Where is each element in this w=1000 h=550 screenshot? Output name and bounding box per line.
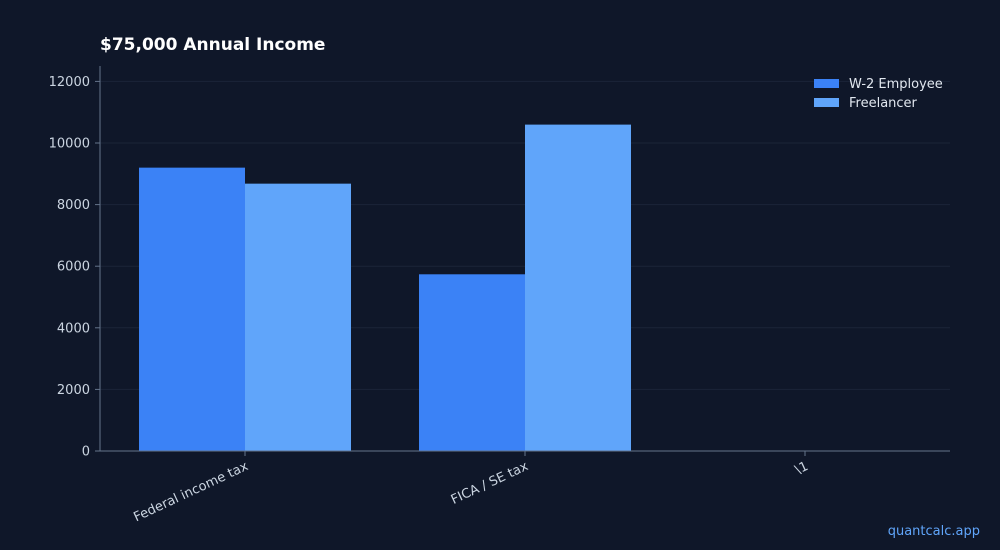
legend-swatch-w2-employee bbox=[814, 79, 839, 88]
bar-w-2-employee-1 bbox=[419, 274, 525, 451]
legend-swatch-freelancer bbox=[814, 98, 839, 107]
y-tick-label: 2000 bbox=[57, 383, 90, 398]
y-tick-label: 8000 bbox=[57, 198, 90, 213]
bar-freelancer-0 bbox=[245, 183, 351, 451]
legend-label-freelancer: Freelancer bbox=[849, 96, 918, 111]
bars bbox=[139, 124, 631, 451]
watermark: quantcalc.app bbox=[887, 524, 980, 539]
chart-title: $75,000 Annual Income bbox=[100, 35, 325, 55]
y-tick-label: 12000 bbox=[49, 75, 90, 90]
x-axis-ticks: Federal income tax FICA / SE tax \1 bbox=[131, 451, 811, 525]
y-axis-ticks: 0 2000 4000 6000 8000 10000 12000 bbox=[49, 75, 100, 460]
legend-label-w2-employee: W-2 Employee bbox=[849, 77, 943, 92]
bar-freelancer-1 bbox=[525, 124, 631, 451]
x-tick-label: FICA / SE tax bbox=[449, 459, 531, 508]
y-tick-label: 4000 bbox=[57, 321, 90, 336]
bar-w-2-employee-0 bbox=[139, 167, 245, 451]
x-tick-label: \1 bbox=[793, 459, 811, 478]
x-tick-label: Federal income tax bbox=[131, 459, 251, 525]
legend: W-2 Employee Freelancer bbox=[814, 77, 943, 111]
y-tick-label: 0 bbox=[82, 445, 90, 460]
y-tick-label: 10000 bbox=[49, 137, 90, 152]
y-tick-label: 6000 bbox=[57, 260, 90, 275]
